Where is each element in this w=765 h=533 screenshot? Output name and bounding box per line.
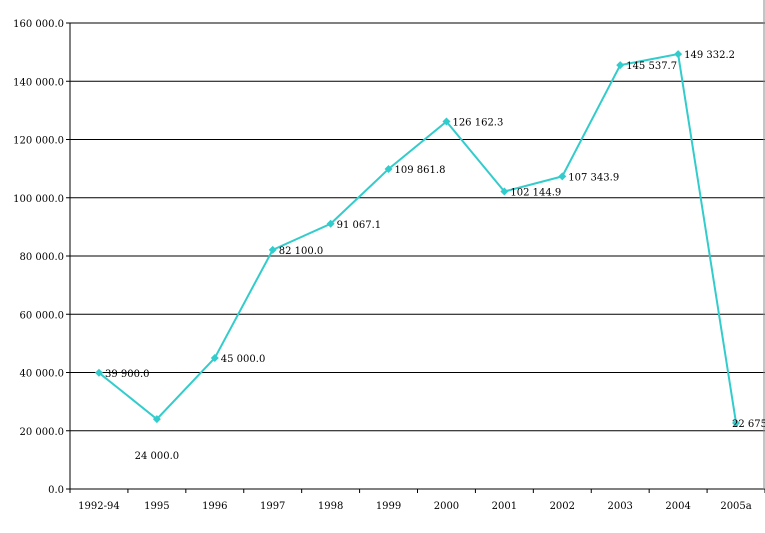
x-tick-label: 2003: [607, 501, 632, 512]
data-label: 107 343.9: [568, 172, 619, 183]
x-tick-label: 2000: [434, 501, 459, 512]
y-tick-label: 40 000.0: [19, 369, 64, 380]
data-point: [268, 245, 277, 254]
series-line: [98, 52, 738, 424]
y-tick-label: 20 000.0: [19, 427, 64, 438]
y-tick-label: 60 000.0: [19, 310, 64, 321]
data-label: 109 861.8: [395, 165, 446, 176]
data-point: [616, 61, 625, 70]
data-point: [674, 50, 683, 59]
data-label: 45 000.0: [221, 354, 266, 365]
data-label: 102 144.9: [510, 188, 561, 199]
y-tick-label: 100 000.0: [13, 194, 64, 205]
y-tick-label: 140 000.0: [13, 77, 64, 88]
x-tick-label: 2004: [665, 501, 690, 512]
y-tick-label: 0.0: [48, 485, 64, 496]
data-label: 82 100.0: [279, 246, 324, 257]
data-point: [384, 165, 393, 174]
y-tick-label: 160 000.0: [13, 19, 64, 30]
data-label: 24 000.0: [135, 451, 180, 462]
data-point: [732, 418, 741, 427]
data-label: 39 900.0: [105, 369, 150, 380]
y-tick-label: 120 000.0: [13, 136, 64, 147]
x-tick-label: 1996: [202, 501, 227, 512]
x-tick-label: 1992-94: [78, 501, 120, 512]
data-point: [558, 172, 567, 181]
data-label: 126 162.3: [452, 118, 503, 129]
data-point: [210, 353, 219, 362]
x-tick-label: 1998: [318, 501, 343, 512]
data-label: 22 675.0: [732, 419, 765, 430]
data-point: [500, 187, 509, 196]
x-tick-label: 1999: [376, 501, 401, 512]
data-label: 91 067.1: [337, 220, 382, 231]
data-point: [326, 219, 335, 228]
data-point: [442, 117, 451, 126]
data-label: 149 332.2: [684, 50, 735, 61]
data-point: [152, 415, 161, 424]
data-label: 145 537.7: [626, 61, 677, 72]
x-tick-label: 2002: [550, 501, 575, 512]
y-tick-label: 80 000.0: [19, 252, 64, 263]
x-tick-label: 1995: [144, 501, 169, 512]
x-tick-label: 1997: [260, 501, 285, 512]
x-tick-label: 2001: [492, 501, 517, 512]
x-tick-label: 2005a: [720, 501, 751, 512]
data-point: [94, 368, 103, 377]
